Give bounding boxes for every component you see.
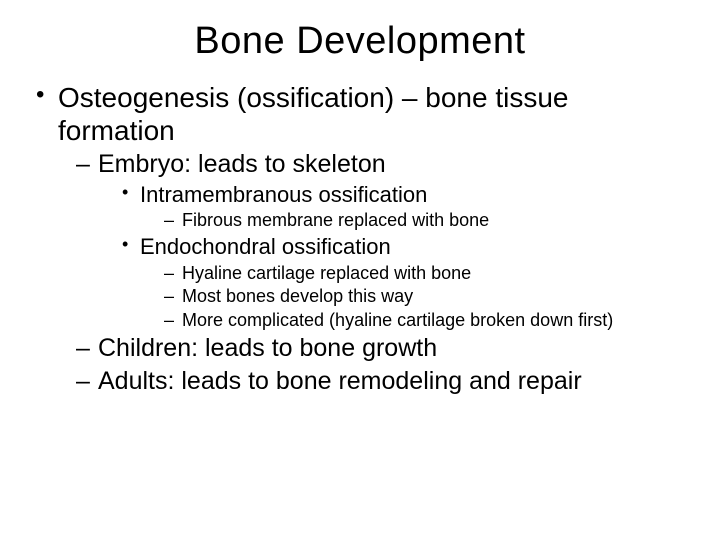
bullet-text: Hyaline cartilage replaced with bone	[182, 263, 471, 283]
list-item: Adults: leads to bone remodeling and rep…	[74, 366, 690, 397]
list-item: Endochondral ossification Hyaline cartil…	[118, 234, 690, 331]
outline-level-4: Fibrous membrane replaced with bone	[162, 209, 690, 232]
list-item: Intramembranous ossification Fibrous mem…	[118, 182, 690, 232]
list-item: Children: leads to bone growth	[74, 333, 690, 364]
slide: Bone Development Osteogenesis (ossificat…	[0, 0, 720, 540]
bullet-text: Adults: leads to bone remodeling and rep…	[98, 367, 582, 395]
bullet-text: Embryo: leads to skeleton	[98, 150, 386, 178]
bullet-text: Osteogenesis (ossification) – bone tissu…	[58, 82, 569, 146]
outline-level-3: Intramembranous ossification Fibrous mem…	[118, 182, 690, 332]
outline-level-2: Embryo: leads to skeleton Intramembranou…	[74, 149, 690, 396]
outline-level-1: Osteogenesis (ossification) – bone tissu…	[30, 81, 690, 396]
bullet-text: Endochondral ossification	[140, 234, 391, 259]
bullet-text: Children: leads to bone growth	[98, 334, 437, 362]
list-item: Most bones develop this way	[162, 285, 690, 308]
outline-level-4: Hyaline cartilage replaced with bone Mos…	[162, 262, 690, 332]
list-item: Embryo: leads to skeleton Intramembranou…	[74, 149, 690, 331]
list-item: Fibrous membrane replaced with bone	[162, 209, 690, 232]
bullet-text: Most bones develop this way	[182, 286, 413, 306]
list-item: More complicated (hyaline cartilage brok…	[162, 309, 690, 332]
slide-title: Bone Development	[30, 20, 690, 63]
bullet-text: More complicated (hyaline cartilage brok…	[182, 310, 613, 330]
bullet-text: Intramembranous ossification	[140, 182, 427, 207]
list-item: Osteogenesis (ossification) – bone tissu…	[30, 81, 690, 396]
bullet-text: Fibrous membrane replaced with bone	[182, 210, 489, 230]
list-item: Hyaline cartilage replaced with bone	[162, 262, 690, 285]
